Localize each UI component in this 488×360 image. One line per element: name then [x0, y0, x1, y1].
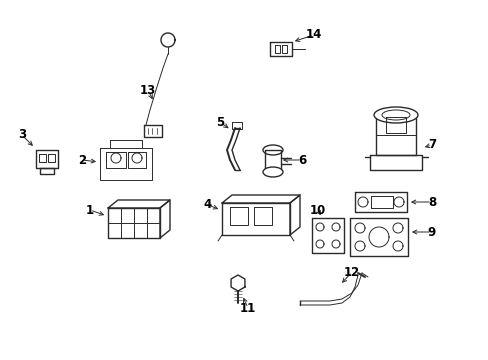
- Text: 14: 14: [305, 28, 322, 41]
- Text: 5: 5: [215, 116, 224, 129]
- Text: 11: 11: [240, 302, 256, 315]
- Text: 1: 1: [86, 203, 94, 216]
- Text: 7: 7: [427, 139, 435, 152]
- Text: 4: 4: [203, 198, 212, 211]
- Text: 3: 3: [18, 129, 26, 141]
- Text: 13: 13: [140, 84, 156, 96]
- Text: 6: 6: [297, 153, 305, 166]
- Text: 10: 10: [309, 203, 325, 216]
- Text: 9: 9: [427, 225, 435, 238]
- Text: 2: 2: [78, 153, 86, 166]
- Ellipse shape: [263, 167, 283, 177]
- Text: 12: 12: [343, 266, 359, 279]
- Ellipse shape: [263, 145, 283, 155]
- Text: 8: 8: [427, 195, 435, 208]
- Ellipse shape: [373, 107, 417, 123]
- Ellipse shape: [381, 110, 409, 120]
